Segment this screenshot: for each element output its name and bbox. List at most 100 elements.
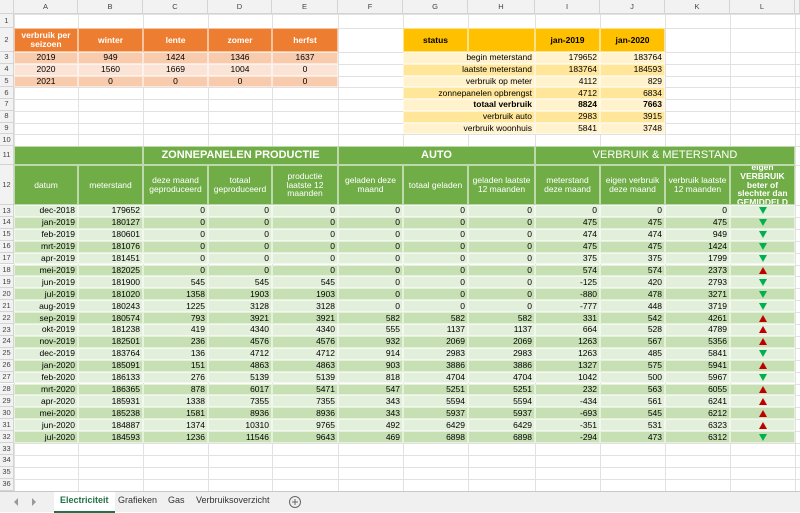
value-cell: 582 — [468, 312, 535, 324]
value-cell: 474 — [535, 228, 600, 241]
value-cell: 0 — [403, 216, 468, 229]
value-cell: 469 — [338, 431, 403, 443]
trend-up — [758, 409, 767, 417]
column-title: geladen laatste 12 maanden — [468, 165, 535, 205]
column-title: eigen verbruik deze maand — [600, 165, 665, 205]
value-cell: -693 — [535, 407, 600, 420]
value-cell: 182501 — [78, 335, 143, 348]
value-cell: 0 — [665, 205, 730, 217]
row-header: 4 — [0, 63, 14, 76]
trend-cell — [730, 276, 795, 289]
value-cell: 574 — [600, 264, 665, 277]
value-cell: 180601 — [78, 228, 143, 241]
value-cell: 4863 — [208, 359, 272, 372]
value-cell: 1903 — [208, 288, 272, 301]
add-sheet[interactable] — [288, 495, 302, 509]
value-cell: 0 — [272, 264, 338, 277]
value-cell: 6429 — [403, 419, 468, 432]
value-cell: 932 — [338, 335, 403, 348]
status-value: 7663 — [600, 99, 665, 111]
date-cell: feb-2019 — [14, 228, 78, 241]
row-header: 9 — [0, 122, 14, 135]
value-cell: 4712 — [272, 347, 338, 360]
grid-v — [795, 14, 796, 491]
trend-down — [758, 207, 767, 215]
value-cell: 3128 — [272, 300, 338, 313]
column-header: D — [208, 0, 272, 14]
status-value: 2983 — [535, 110, 600, 123]
value-cell: 236 — [143, 335, 208, 348]
value-cell: 185931 — [78, 395, 143, 408]
season-cell: 1424 — [143, 52, 208, 64]
value-cell: 4863 — [272, 359, 338, 372]
row-header: 7 — [0, 99, 14, 111]
value-cell: 419 — [143, 324, 208, 336]
value-cell: -294 — [535, 431, 600, 443]
season-cell: 0 — [272, 63, 338, 76]
value-cell: 181451 — [78, 252, 143, 265]
sheet-tab[interactable]: Electriciteit — [54, 492, 115, 513]
value-cell: 0 — [403, 276, 468, 289]
group-header: ZONNEPANELEN PRODUCTIE — [143, 146, 338, 165]
value-cell: 492 — [338, 419, 403, 432]
value-cell: 5841 — [665, 347, 730, 360]
corner — [0, 0, 14, 14]
trend-down — [758, 219, 767, 227]
value-cell: 528 — [600, 324, 665, 336]
value-cell: 0 — [468, 300, 535, 313]
row-header: 12 — [0, 165, 14, 205]
date-cell: nov-2019 — [14, 335, 78, 348]
trend-down — [758, 290, 767, 298]
column-header: K — [665, 0, 730, 14]
value-cell: 11546 — [208, 431, 272, 443]
column-title: meterstand deze maand — [535, 165, 600, 205]
row-header: 25 — [0, 347, 14, 360]
date-cell: aug-2019 — [14, 300, 78, 313]
row-header: 30 — [0, 407, 14, 420]
date-cell: feb-2020 — [14, 371, 78, 384]
date-cell: mrt-2020 — [14, 383, 78, 396]
value-cell: 0 — [208, 240, 272, 253]
value-cell: 2373 — [665, 264, 730, 277]
season-header: zomer — [208, 28, 272, 52]
value-cell: -434 — [535, 395, 600, 408]
value-cell: 0 — [535, 205, 600, 217]
value-cell: 3271 — [665, 288, 730, 301]
sheet-tab[interactable]: Gas — [168, 495, 185, 505]
sheet-tab[interactable]: Grafieken — [118, 495, 158, 505]
value-cell: 0 — [272, 240, 338, 253]
status-value: 183764 — [600, 52, 665, 64]
season-cell: 1637 — [272, 52, 338, 64]
value-cell: 567 — [600, 335, 665, 348]
value-cell: 3128 — [208, 300, 272, 313]
trend-cell — [730, 395, 795, 408]
status-value: 6834 — [600, 87, 665, 99]
grid-h — [0, 134, 800, 136]
value-cell: 343 — [338, 407, 403, 420]
value-cell: 183764 — [78, 347, 143, 360]
status-label: verbruik woonhuis — [403, 122, 535, 135]
trend-cell — [730, 383, 795, 396]
value-cell: 0 — [403, 264, 468, 277]
column-header: H — [468, 0, 535, 14]
date-cell: mrt-2019 — [14, 240, 78, 253]
value-cell: 0 — [338, 205, 403, 217]
value-cell: 3886 — [403, 359, 468, 372]
status-label: laatste meterstand — [403, 63, 535, 76]
column-header: G — [403, 0, 468, 14]
grid-h — [0, 14, 800, 15]
date-cell: mei-2019 — [14, 264, 78, 277]
value-cell: 475 — [600, 216, 665, 229]
date-cell: dec-2018 — [14, 205, 78, 217]
value-cell: 448 — [600, 300, 665, 313]
date-cell: jun-2020 — [14, 419, 78, 432]
value-cell: 1903 — [272, 288, 338, 301]
season-cell: 2020 — [14, 63, 78, 76]
value-cell: 0 — [600, 205, 665, 217]
date-cell: dec-2019 — [14, 347, 78, 360]
value-cell: 561 — [600, 395, 665, 408]
value-cell: 5251 — [468, 383, 535, 396]
value-cell: 545 — [208, 276, 272, 289]
value-cell: 0 — [338, 276, 403, 289]
sheet-tab[interactable]: Verbruiksoverzicht — [196, 495, 270, 505]
